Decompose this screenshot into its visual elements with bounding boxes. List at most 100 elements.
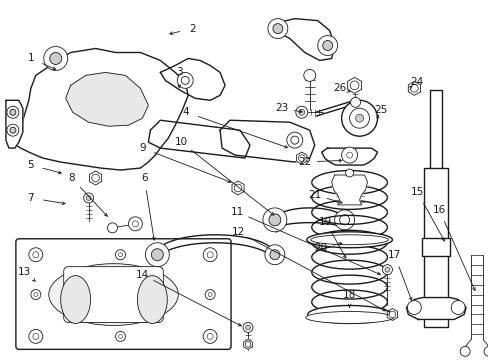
Circle shape [10,109,16,115]
Circle shape [208,293,212,297]
Text: 6: 6 [141,173,147,183]
Circle shape [409,85,417,92]
Polygon shape [296,152,306,164]
Polygon shape [6,100,23,148]
Circle shape [31,289,41,300]
Circle shape [334,210,354,230]
Text: 3: 3 [176,67,182,77]
Circle shape [286,132,302,148]
FancyBboxPatch shape [16,239,230,349]
Text: 13: 13 [18,267,31,276]
Circle shape [205,289,215,300]
FancyBboxPatch shape [422,238,449,256]
Text: 9: 9 [139,143,145,153]
Circle shape [145,243,169,267]
Ellipse shape [306,232,392,248]
Circle shape [181,76,189,84]
Circle shape [207,252,213,258]
Circle shape [483,346,488,356]
Circle shape [10,127,16,133]
Circle shape [115,250,125,260]
Circle shape [298,109,304,115]
Text: 22: 22 [298,157,311,167]
Ellipse shape [310,235,387,245]
Circle shape [115,332,125,341]
Polygon shape [15,49,188,170]
Circle shape [86,195,91,201]
Circle shape [234,184,242,192]
Circle shape [348,80,360,91]
Text: 7: 7 [27,193,34,203]
Text: 20: 20 [313,243,326,253]
Circle shape [92,174,99,182]
Circle shape [317,36,337,55]
Circle shape [44,46,67,71]
Polygon shape [269,19,334,60]
Text: 25: 25 [373,105,386,115]
Ellipse shape [307,306,390,323]
Polygon shape [331,175,367,205]
Circle shape [203,248,217,262]
Circle shape [351,82,357,88]
Circle shape [7,106,19,118]
Polygon shape [89,171,102,185]
Circle shape [339,215,349,225]
Circle shape [409,84,417,92]
Circle shape [29,329,42,343]
Polygon shape [160,58,224,100]
Circle shape [33,333,39,339]
Circle shape [269,250,279,260]
Circle shape [50,53,61,64]
FancyBboxPatch shape [424,168,447,328]
Circle shape [450,301,464,315]
Circle shape [264,245,285,265]
Text: 14: 14 [136,270,149,280]
Text: 1: 1 [27,54,34,63]
Text: 16: 16 [432,205,445,215]
FancyBboxPatch shape [63,267,163,323]
Circle shape [345,169,353,177]
Circle shape [346,152,352,158]
Ellipse shape [61,276,90,323]
Polygon shape [406,298,465,319]
Text: 5: 5 [27,160,34,170]
Circle shape [83,193,93,203]
Circle shape [298,155,305,161]
Circle shape [243,323,252,332]
Polygon shape [347,77,361,93]
Text: 4: 4 [183,107,189,117]
Polygon shape [220,120,314,162]
Circle shape [295,106,307,118]
Text: 12: 12 [231,227,244,237]
Circle shape [245,342,250,347]
Polygon shape [148,120,249,158]
Circle shape [118,334,122,338]
Circle shape [349,108,369,128]
Polygon shape [155,235,274,263]
Circle shape [322,41,332,50]
Polygon shape [243,339,252,349]
Text: 23: 23 [275,103,288,113]
Circle shape [118,253,122,257]
Circle shape [203,329,217,343]
Text: 15: 15 [410,187,423,197]
Text: 2: 2 [188,24,195,33]
Circle shape [349,81,358,90]
Circle shape [245,325,250,330]
Circle shape [128,217,142,231]
Circle shape [151,249,163,261]
Circle shape [382,265,392,275]
Polygon shape [231,181,244,195]
Ellipse shape [305,311,393,323]
Ellipse shape [137,276,167,323]
Polygon shape [321,148,377,165]
Text: 21: 21 [307,190,321,200]
Ellipse shape [49,264,178,325]
Polygon shape [407,81,420,95]
Circle shape [303,69,315,81]
Text: 11: 11 [230,207,243,217]
Circle shape [355,114,363,122]
Circle shape [350,97,360,107]
Circle shape [268,214,280,226]
Circle shape [341,147,357,163]
